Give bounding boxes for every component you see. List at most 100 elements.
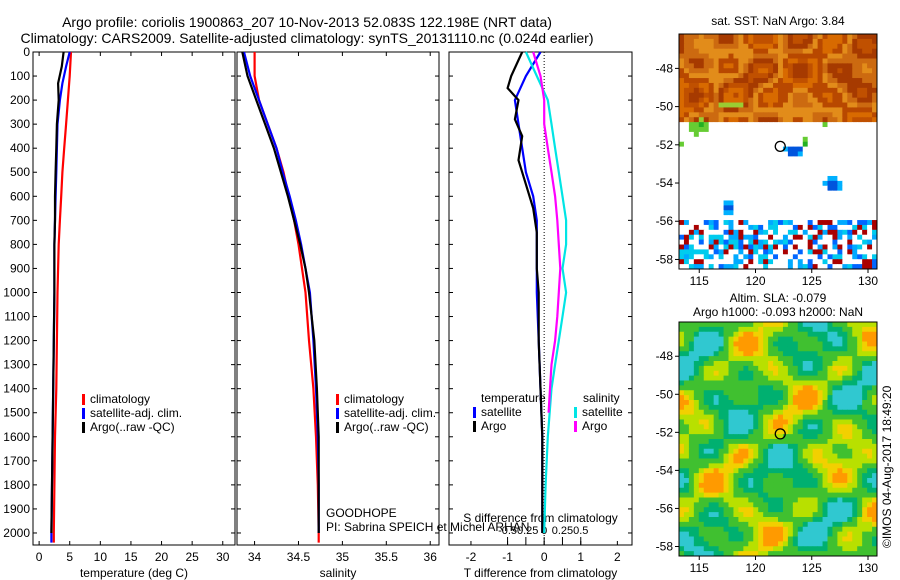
sla_map-cell xyxy=(708,375,715,381)
sst_map-cell xyxy=(723,215,729,221)
sla_map-cell xyxy=(768,336,774,342)
sst_map-cell xyxy=(758,166,764,172)
sst_map-cell xyxy=(748,244,754,250)
sla_map-cell xyxy=(862,322,868,328)
sla_map-cell xyxy=(698,487,705,494)
sla_map-cell xyxy=(768,497,774,503)
sla_map-cell xyxy=(733,458,739,464)
sst_map-cell xyxy=(773,249,779,255)
sla_map-cell xyxy=(758,448,764,455)
sst_map-cell xyxy=(679,107,685,113)
sst_map-cell xyxy=(847,97,853,104)
sla_map-cell xyxy=(703,326,710,333)
sla_map-cell xyxy=(718,326,725,333)
sla_map-cell xyxy=(778,531,784,537)
sst_map-cell xyxy=(698,107,705,113)
sla_map-cell xyxy=(723,356,729,362)
sst_map-cell xyxy=(782,136,789,143)
sla_map-cell xyxy=(867,341,873,347)
sla_map-cell xyxy=(837,507,843,513)
sst_map-cell xyxy=(698,185,705,192)
sla_map-cell xyxy=(847,453,853,459)
sla_map-cell xyxy=(802,443,809,450)
sst_map-cell xyxy=(817,185,824,192)
sst_map-cell xyxy=(743,185,749,192)
sst_map-cell xyxy=(807,215,814,221)
sla_map-cell xyxy=(763,439,769,445)
sst_map-cell xyxy=(847,190,853,197)
differences-xlabel: T difference from climatology xyxy=(464,566,618,580)
sla_map-cell xyxy=(817,380,824,386)
sla_map-cell xyxy=(827,478,833,484)
sst_map-cell xyxy=(787,53,794,59)
sla_map-cell xyxy=(718,439,725,445)
sst_map-cell xyxy=(733,224,739,231)
sla_map-cell xyxy=(723,478,729,484)
sst_map-cell xyxy=(857,107,863,113)
sla_map-cell xyxy=(862,531,868,537)
sla_map-cell xyxy=(867,497,873,503)
sst_map-cell xyxy=(837,185,843,192)
sst_map-cell xyxy=(738,234,744,241)
sla_map-cell xyxy=(797,458,804,464)
sst_map-cell xyxy=(683,180,690,187)
sst_map-cell xyxy=(723,175,729,182)
salinity-diff-tick-label: 0.25 xyxy=(552,525,573,537)
sla_map-cell xyxy=(857,356,863,362)
sst_map-cell xyxy=(703,97,710,104)
sst_map-cell xyxy=(832,97,838,104)
sla_map-cell xyxy=(837,512,843,518)
sla_map-cell xyxy=(748,336,754,342)
sla_map-cell xyxy=(723,507,729,513)
sla_map-cell xyxy=(693,365,700,372)
sla_map-cell xyxy=(718,517,725,523)
sla_map-cell xyxy=(797,434,804,440)
sla_map-cell xyxy=(852,536,858,542)
sla_map-cell xyxy=(867,375,873,381)
sst_map-cell xyxy=(782,175,789,182)
sst_map-cell xyxy=(679,151,685,157)
sla_map-cell xyxy=(792,380,799,386)
sla_map-cell xyxy=(847,512,853,518)
sla_map-cell xyxy=(822,404,828,411)
sst_map-cell xyxy=(763,190,769,197)
sla_map-cell xyxy=(812,419,819,425)
sla_map-cell xyxy=(698,453,705,459)
sla_map-cell xyxy=(782,458,789,464)
sst_map-cell xyxy=(748,68,754,74)
sst_map-cell xyxy=(812,220,819,226)
sst_map-cell xyxy=(832,156,838,162)
sla_map-cell xyxy=(872,439,878,445)
sst_map-cell xyxy=(822,185,828,192)
sst_map-cell xyxy=(778,224,784,231)
sst_map-cell xyxy=(773,234,779,241)
sla_map-cell xyxy=(862,395,868,401)
sst_map-cell xyxy=(679,48,685,55)
sla_map-cell xyxy=(822,492,828,498)
sst_map-cell xyxy=(683,63,690,69)
sla_map-cell xyxy=(847,458,853,464)
sla_map-cell xyxy=(703,429,710,435)
sla_map-cell xyxy=(867,492,873,498)
sst_map-cell xyxy=(812,185,819,192)
sst_map-cell xyxy=(758,175,764,182)
sla_map-cell xyxy=(852,419,858,425)
sla_map-cell xyxy=(857,507,863,513)
sla_map-cell xyxy=(743,482,749,489)
sla_map-cell xyxy=(713,443,720,450)
sst_map-cell xyxy=(768,146,774,152)
sla_map-cell xyxy=(782,521,789,528)
sla_map-cell xyxy=(792,331,799,338)
diff-salinity-legend-label: satellite xyxy=(582,405,623,419)
sst_map-cell xyxy=(713,34,720,40)
sla_map-cell xyxy=(837,409,843,416)
sla_map-cell xyxy=(768,512,774,518)
sla_map-cell xyxy=(778,341,784,347)
sla_map-cell xyxy=(822,419,828,425)
sla_map-cell xyxy=(787,419,794,425)
sst_map-cell xyxy=(698,190,705,197)
sla_map-cell xyxy=(852,380,858,386)
sla_map-cell xyxy=(837,380,843,386)
sst_map-cell xyxy=(827,68,833,74)
sst_map-cell xyxy=(768,175,774,182)
